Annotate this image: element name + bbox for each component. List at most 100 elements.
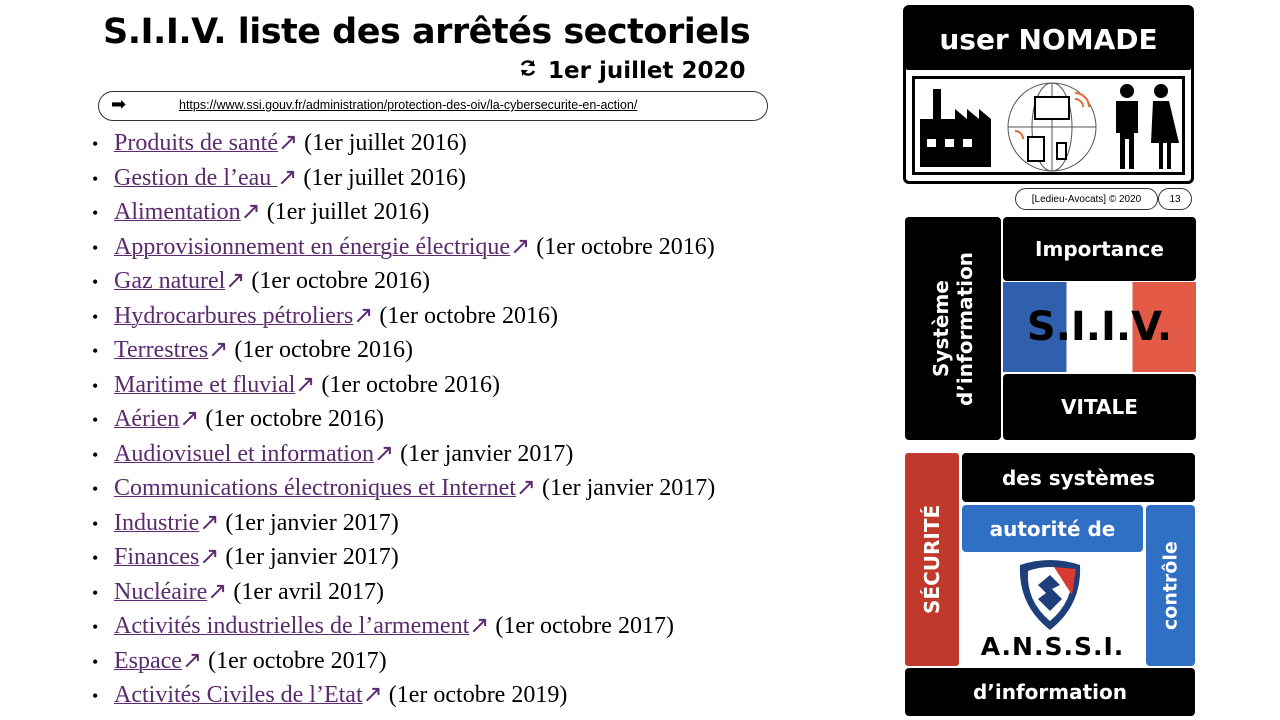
- link-icon: ↗: [515, 475, 536, 501]
- sector-date: (1er janvier 2017): [400, 440, 574, 467]
- link-icon: ↗: [373, 440, 395, 467]
- link-icon: ↗: [208, 337, 229, 363]
- url-arrow: ➡: [111, 94, 127, 115]
- sector-link[interactable]: Maritime et fluvial: [114, 371, 296, 398]
- sector-link[interactable]: Espace: [114, 647, 182, 674]
- sector-date: (1er janvier 2017): [542, 475, 716, 501]
- list-item: • Terrestres↗ (1er octobre 2016): [92, 333, 715, 368]
- sector-date: (1er octobre 2016): [251, 268, 430, 294]
- sector-date: (1er octobre 2017): [208, 647, 387, 674]
- sector-date: (1er octobre 2016): [205, 406, 384, 432]
- anssi-top: des systèmes: [962, 453, 1195, 502]
- list-item: • Finances↗ (1er janvier 2017): [92, 540, 715, 575]
- siiv-top: Importance: [1003, 217, 1196, 281]
- list-item: • Activités industrielles de l’armement↗ …: [92, 609, 715, 644]
- list-item: • Aérien↗ (1er octobre 2016): [92, 402, 715, 437]
- bullet: •: [92, 548, 99, 568]
- anssi-shield: [1019, 560, 1081, 630]
- sector-link[interactable]: Industrie: [114, 509, 200, 536]
- list-item: • Activités Civiles de l’Etat↗ (1er octob…: [92, 678, 715, 713]
- slide-date: 1er juillet 2020: [518, 58, 745, 84]
- bullet: •: [92, 341, 99, 361]
- sector-link[interactable]: Gaz naturel: [114, 268, 226, 294]
- anssi-bottom: d’information: [905, 668, 1195, 716]
- sector-link[interactable]: Aérien: [114, 406, 180, 432]
- sector-date: (1er octobre 2016): [536, 233, 715, 260]
- link-icon: ↗: [199, 544, 220, 570]
- bullet: •: [92, 686, 99, 706]
- sector-link[interactable]: Hydrocarbures pétroliers: [114, 302, 354, 329]
- bullet: •: [92, 617, 99, 637]
- siiv-bottom: VITALE: [1003, 374, 1196, 440]
- bullet: •: [92, 479, 99, 499]
- list-item: • Gestion de l’eau ↗ (1er juillet 2016): [92, 161, 715, 196]
- link-icon: ↗: [277, 130, 299, 156]
- page-number: 13: [1158, 188, 1192, 210]
- url-link[interactable]: https://www.ssi.gouv.fr/administration/p…: [179, 98, 638, 112]
- list-item: • Audiovisuel et information↗ (1er janvie…: [92, 437, 715, 472]
- date-text: 1er juillet 2020: [548, 58, 746, 84]
- link-icon: ↗: [510, 233, 531, 260]
- list-item: • Communications électroniques et Interne…: [92, 471, 715, 506]
- link-icon: ↗: [353, 302, 374, 329]
- sector-link[interactable]: Alimentation: [114, 199, 241, 225]
- anssi-side: SÉCURITÉ: [905, 453, 959, 666]
- sector-link[interactable]: Activités Civiles de l’Etat: [114, 682, 363, 708]
- sector-date: (1er avril 2017): [233, 578, 384, 605]
- url-box: ➡ https://www.ssi.gouv.fr/administration…: [98, 91, 768, 121]
- bullet: •: [92, 444, 99, 465]
- sector-link[interactable]: Produits de santé: [114, 130, 278, 156]
- sector-link[interactable]: Audiovisuel et information: [114, 440, 374, 467]
- list-item: • Maritime et fluvial↗ (1er octobre 2016): [92, 368, 715, 403]
- sector-date: (1er juillet 2016): [266, 199, 430, 225]
- link-icon: ↗: [469, 613, 490, 639]
- link-icon: ↗: [240, 199, 261, 225]
- sector-link[interactable]: Terrestres: [114, 337, 209, 363]
- list-item: • Produits de santé↗ (1er juillet 2016): [92, 126, 715, 161]
- anssi-middle: autorité de: [962, 505, 1143, 552]
- bullet: •: [92, 582, 99, 603]
- sector-date: (1er octobre 2016): [321, 371, 500, 398]
- list-item: • Nucléaire↗ (1er avril 2017): [92, 575, 715, 610]
- link-icon: ↗: [199, 509, 220, 536]
- bullet: •: [92, 513, 99, 534]
- list-item: • Espace↗ (1er octobre 2017): [92, 644, 715, 679]
- sector-date: (1er octobre 2016): [379, 302, 558, 329]
- list-item: • Hydrocarbures pétroliers↗ (1er octobre …: [92, 299, 715, 334]
- sector-link[interactable]: Approvisionnement en énergie électrique: [114, 233, 511, 260]
- bullet: •: [92, 134, 99, 154]
- anssi-right: contrôle: [1146, 505, 1195, 666]
- sector-link[interactable]: Finances: [114, 544, 200, 570]
- sector-date: (1er janvier 2017): [225, 544, 399, 570]
- link-icon: ↗: [179, 406, 200, 432]
- bullet: •: [92, 237, 99, 258]
- sector-date: (1er octobre 2016): [234, 337, 413, 363]
- bullet: •: [92, 272, 99, 292]
- sector-link[interactable]: Activités industrielles de l’armement: [114, 613, 470, 639]
- sector-link[interactable]: Nucléaire: [114, 578, 208, 605]
- link-icon: ↗: [277, 164, 298, 191]
- link-icon: ↗: [207, 578, 228, 605]
- sector-date: (1er octobre 2019): [388, 682, 568, 708]
- sector-link[interactable]: Gestion de l’eau: [114, 164, 278, 191]
- copyright: [Ledieu-Avocats] © 2020: [1015, 188, 1158, 210]
- icon-panel: [912, 76, 1185, 175]
- list-item: • Alimentation↗ (1er juillet 2016): [92, 195, 715, 230]
- bullet: •: [92, 306, 99, 327]
- link-icon: ↗: [362, 682, 383, 708]
- bullet: •: [92, 410, 99, 430]
- sector-link[interactable]: Communications électroniques et Internet: [114, 475, 516, 501]
- bullet: •: [92, 651, 99, 672]
- link-icon: ↗: [225, 268, 246, 294]
- bullet: •: [92, 375, 99, 396]
- sector-list: • Produits de santé↗ (1er juillet 2016) • G…: [92, 126, 715, 713]
- siiv-side: Système d’information: [905, 217, 1001, 440]
- slide-title: S.I.I.V. liste des arrêtés sectoriels: [103, 12, 751, 52]
- bullet: •: [92, 168, 99, 189]
- list-item: • Approvisionnement en énergie électrique…: [92, 230, 715, 265]
- refresh-icon: [520, 60, 536, 76]
- siiv-center: S.I.I.V.: [1003, 282, 1196, 372]
- sector-date: (1er janvier 2017): [225, 509, 399, 536]
